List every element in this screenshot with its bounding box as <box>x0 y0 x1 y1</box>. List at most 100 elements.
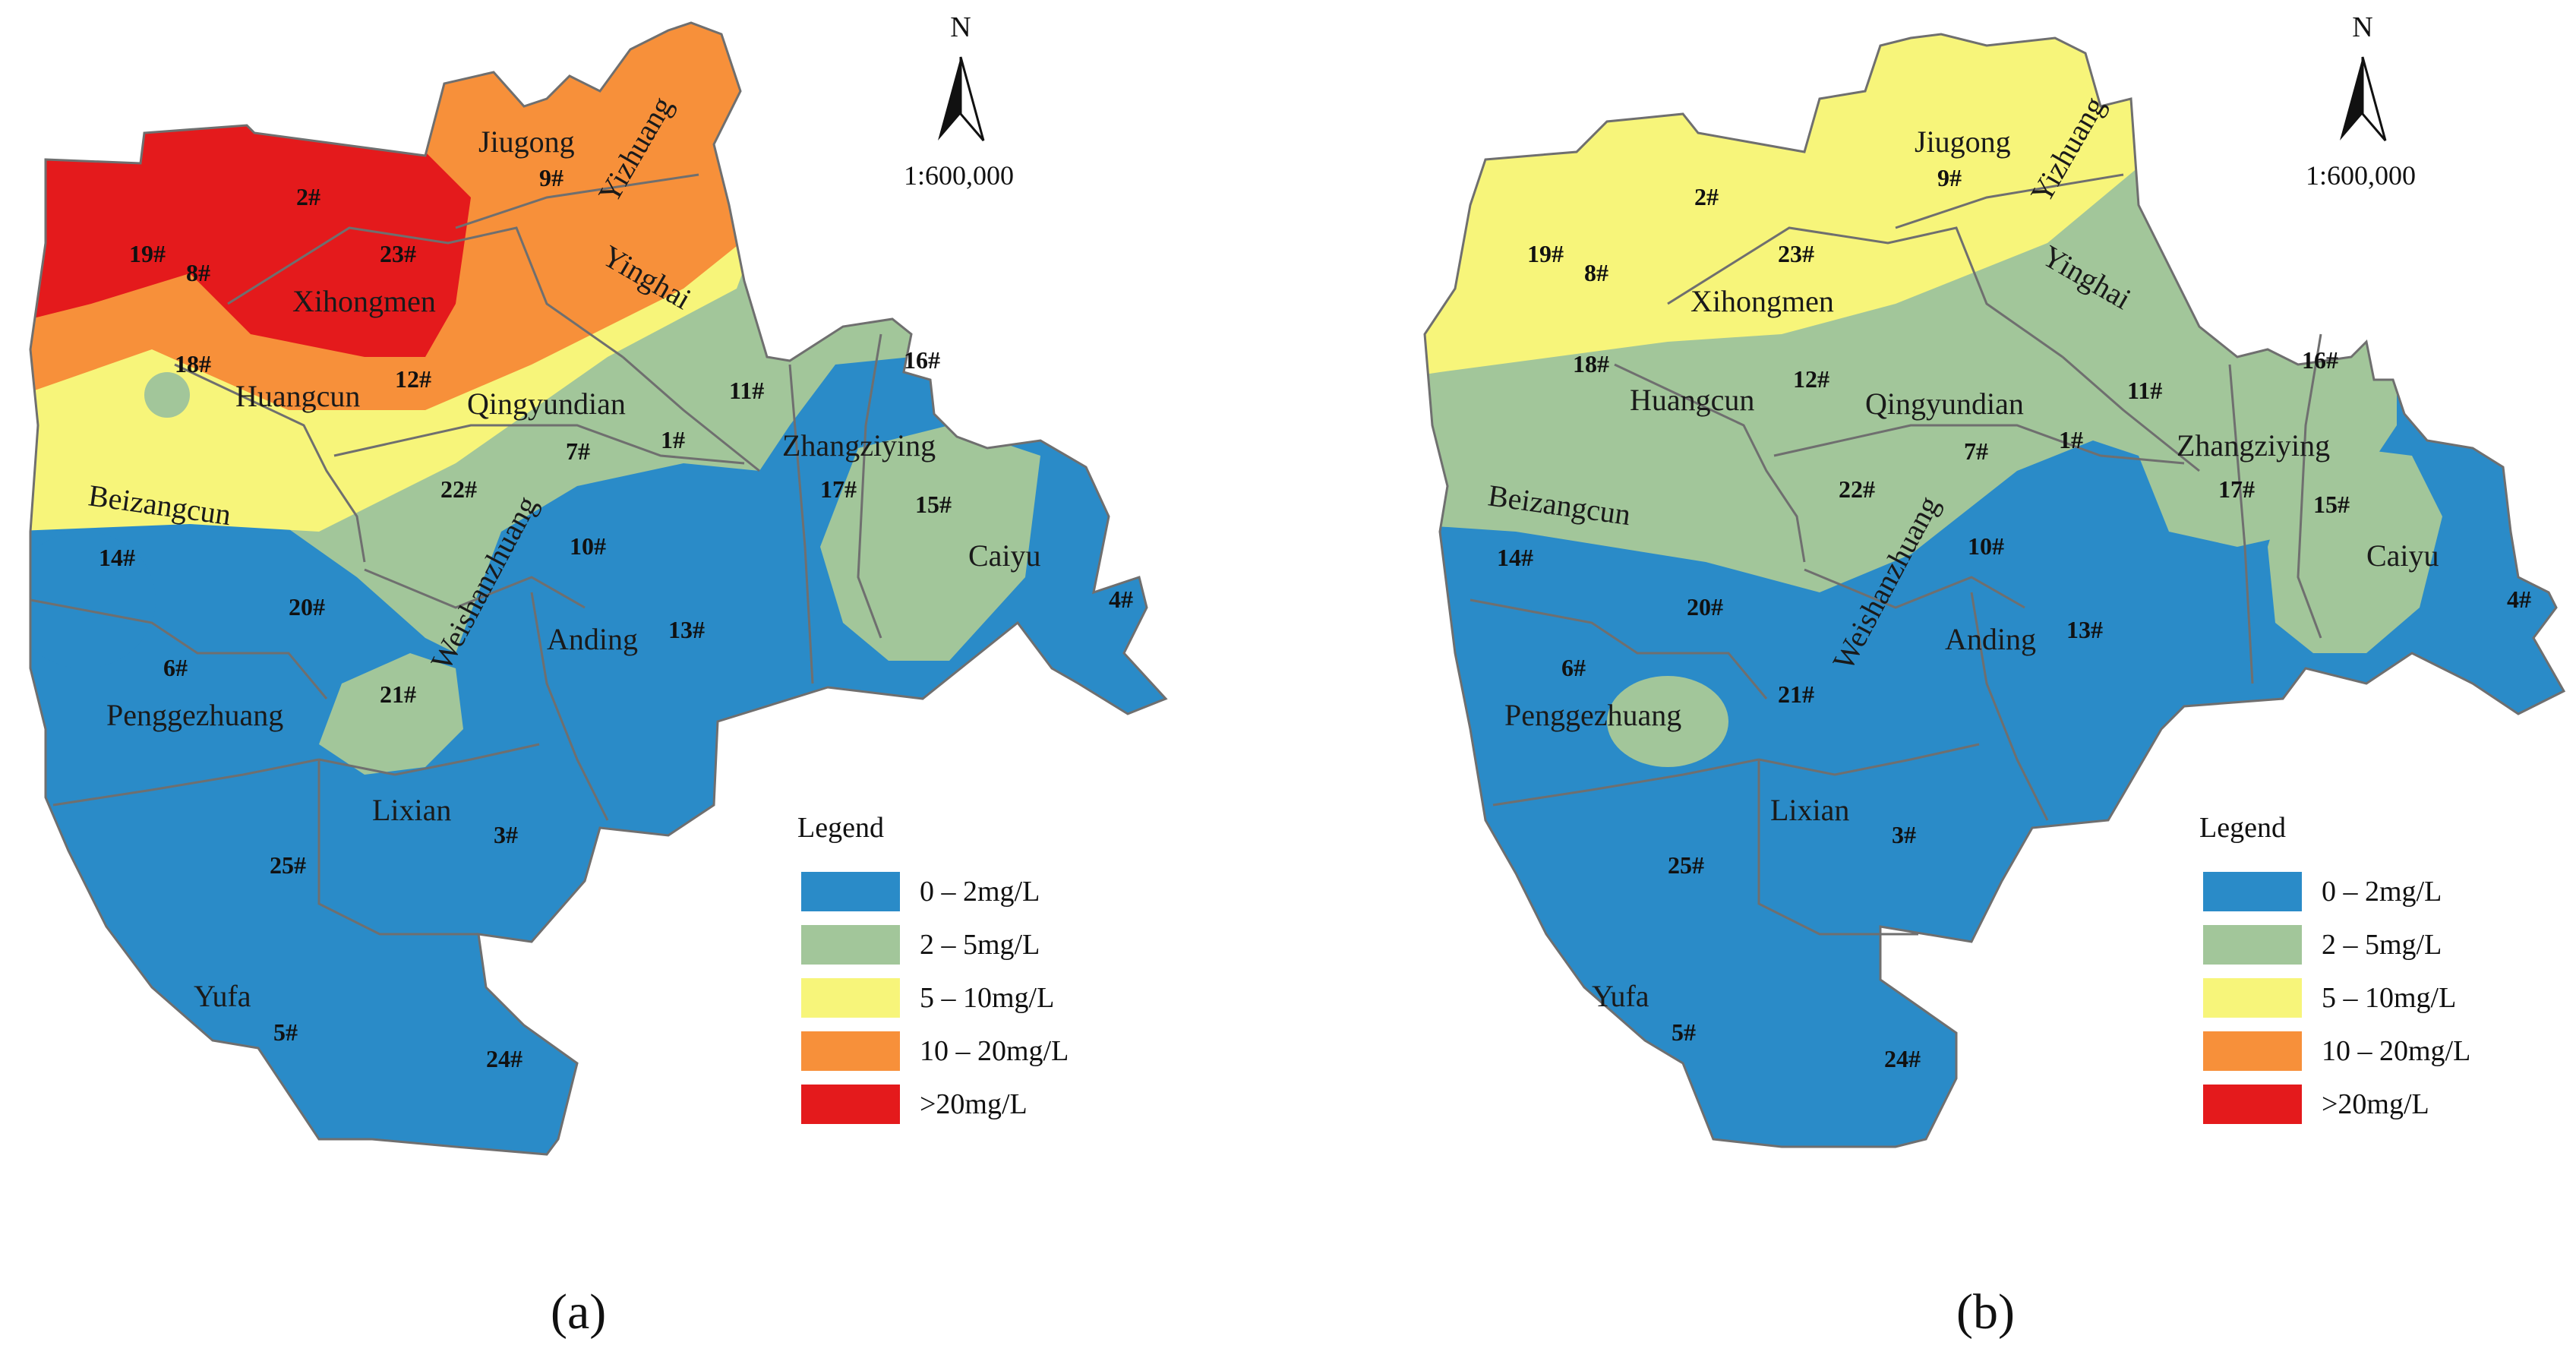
town-label-zhangziying: Zhangziying <box>2177 428 2330 463</box>
well-label: 22# <box>440 475 477 503</box>
town-label-caiyu: Caiyu <box>968 538 1041 573</box>
town-label-jiugong: Jiugong <box>478 125 575 159</box>
north-label: N <box>950 11 971 43</box>
legend-label: 0 – 2mg/L <box>920 876 1040 908</box>
zone-2-5-18-a <box>144 372 190 418</box>
town-label-anding: Anding <box>1945 622 2036 656</box>
town-label-yufa: Yufa <box>194 979 251 1013</box>
legend-swatch <box>801 978 900 1018</box>
legend-item: >20mg/L <box>2203 1082 2429 1126</box>
well-label: 23# <box>380 240 416 267</box>
legend-item: 5 – 10mg/L <box>801 976 1054 1020</box>
township-boundaries-b <box>1423 33 2565 1148</box>
zone-2-5-21-b <box>1607 676 1728 767</box>
well-label: 21# <box>380 680 416 708</box>
legend-swatch <box>2203 978 2302 1018</box>
well-label: 10# <box>570 532 606 560</box>
town-label-lixian: Lixian <box>372 793 451 827</box>
legend-item: 5 – 10mg/L <box>2203 976 2456 1020</box>
well-label: 13# <box>2066 616 2103 643</box>
well-label: 15# <box>915 491 952 518</box>
zone-2-5-weishanzhuang-a <box>319 653 463 775</box>
town-label-huangcun: Huangcun <box>235 379 360 413</box>
legend-label: >20mg/L <box>2322 1088 2429 1120</box>
well-label: 17# <box>2218 475 2255 503</box>
north-arrow-icon <box>938 56 985 141</box>
north-label: N <box>2352 11 2373 43</box>
panel-caption-a: (a) <box>551 1284 607 1340</box>
map-b-svg: Jiugong Yizhuang Yinghai Xihongmen Huang… <box>1423 33 2565 1148</box>
well-label: 21# <box>1778 680 1814 708</box>
town-label-huangcun: Huangcun <box>1630 383 1754 417</box>
map-panel-a: Jiugong Yizhuang Yinghai Xihongmen Huang… <box>29 11 1167 1340</box>
panel-caption-b: (b) <box>1956 1284 2015 1340</box>
legend-label: >20mg/L <box>920 1088 1028 1120</box>
well-label: 4# <box>1109 586 1133 613</box>
township-boundaries-a <box>29 21 1167 1156</box>
legend-label: 10 – 20mg/L <box>2322 1035 2471 1067</box>
zone-over-20-a <box>30 114 471 357</box>
legend-label: 5 – 10mg/L <box>2322 982 2457 1014</box>
well-label: 10# <box>1968 532 2004 560</box>
well-label: 2# <box>1694 183 1719 210</box>
concentration-zones-b <box>1425 34 2564 1147</box>
town-label-xihongmen: Xihongmen <box>292 284 436 318</box>
legend-label: 5 – 10mg/L <box>920 982 1055 1014</box>
legend-swatch <box>801 1085 900 1124</box>
town-label-jiugong: Jiugong <box>1915 125 2011 159</box>
well-label: 11# <box>2127 377 2162 404</box>
legend-swatch <box>801 1031 900 1071</box>
well-label: 5# <box>1672 1018 1696 1046</box>
town-label-penggezhuang: Penggezhuang <box>106 698 283 732</box>
well-label: 24# <box>1884 1045 1921 1072</box>
well-label: 8# <box>186 259 210 286</box>
well-label: 14# <box>99 544 135 571</box>
map-a-svg: Jiugong Yizhuang Yinghai Xihongmen Huang… <box>29 21 1167 1156</box>
well-label: 19# <box>129 240 166 267</box>
well-label: 18# <box>175 350 211 377</box>
legend-item: 0 – 2mg/L <box>801 870 1040 914</box>
north-arrow-icon <box>2340 56 2387 141</box>
well-label: 14# <box>1497 544 1533 571</box>
well-label: 1# <box>2059 426 2083 453</box>
town-label-xihongmen: Xihongmen <box>1690 284 1834 318</box>
legend-swatch <box>2203 925 2302 965</box>
scale-label: 1:600,000 <box>2306 160 2417 191</box>
well-label: 5# <box>273 1018 298 1046</box>
map-panel-b: Jiugong Yizhuang Yinghai Xihongmen Huang… <box>1288 0 2576 1364</box>
legend-label: 0 – 2mg/L <box>2322 876 2442 908</box>
legend-swatch <box>2203 872 2302 911</box>
legend-item: >20mg/L <box>801 1082 1028 1126</box>
well-label: 19# <box>1527 240 1564 267</box>
well-label: 2# <box>296 183 320 210</box>
well-label: 15# <box>2313 491 2350 518</box>
well-label: 25# <box>270 851 306 879</box>
zone-0-2-14-a <box>30 532 156 668</box>
well-label: 9# <box>1937 164 1962 191</box>
town-label-zhangziying: Zhangziying <box>782 428 936 463</box>
well-labels-b: 19# 8# 2# 23# 9# 18# 12# 11# 16# 1# 7# 1… <box>1497 164 2531 1072</box>
well-label: 12# <box>395 365 431 393</box>
legend-swatch <box>801 925 900 965</box>
zone-2-5-caiyu-a <box>820 425 1040 661</box>
zone-2-5-caiyu-b <box>2268 448 2442 653</box>
legend-item: 0 – 2mg/L <box>2203 870 2442 914</box>
well-label: 20# <box>289 593 325 620</box>
legend-item: 2 – 5mg/L <box>2203 923 2442 967</box>
well-labels-a: 19# 8# 2# 23# 9# 18# 12# 11# 16# 1# 7# 1… <box>99 164 1133 1072</box>
legend-swatch <box>2203 1085 2302 1124</box>
legend-swatch <box>2203 1031 2302 1071</box>
well-label: 4# <box>2507 586 2531 613</box>
well-label: 24# <box>486 1045 522 1072</box>
well-label: 16# <box>904 346 940 374</box>
concentration-zones-a <box>30 23 1166 1154</box>
legend-label: 10 – 20mg/L <box>920 1035 1069 1067</box>
well-label: 3# <box>1892 821 1916 848</box>
well-label: 6# <box>1561 654 1586 681</box>
well-label: 17# <box>820 475 857 503</box>
well-label: 9# <box>539 164 564 191</box>
legend-item: 10 – 20mg/L <box>801 1029 1069 1073</box>
well-label: 20# <box>1687 593 1723 620</box>
town-label-caiyu: Caiyu <box>2366 538 2439 573</box>
well-label: 18# <box>1573 350 1609 377</box>
